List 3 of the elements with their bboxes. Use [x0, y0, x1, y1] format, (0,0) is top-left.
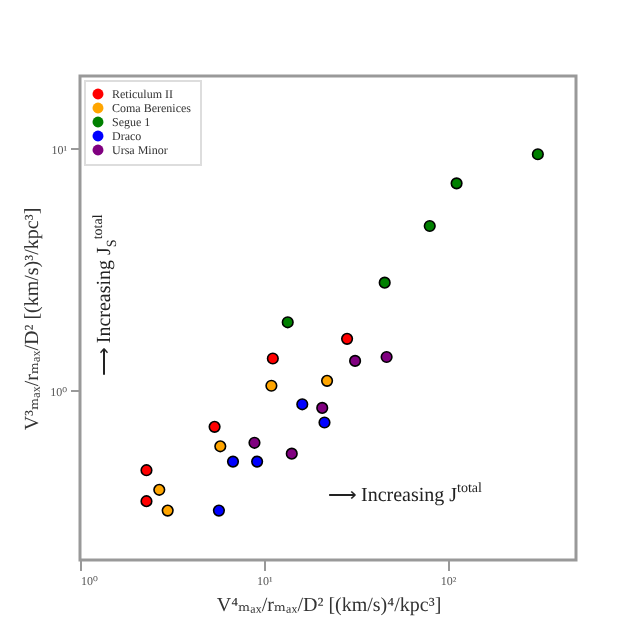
y-axis-title: V³ₘₐₓ/rₘₐₓ/D² [(km/s)³/kpc³] — [22, 207, 45, 431]
x-axis-title: V⁴ₘₐₓ/rₘₐₓ/D² [(km/s)⁴/kpc³] — [216, 595, 442, 617]
annotation: ⟶ Increasing J$^{total}$ — [328, 480, 482, 507]
